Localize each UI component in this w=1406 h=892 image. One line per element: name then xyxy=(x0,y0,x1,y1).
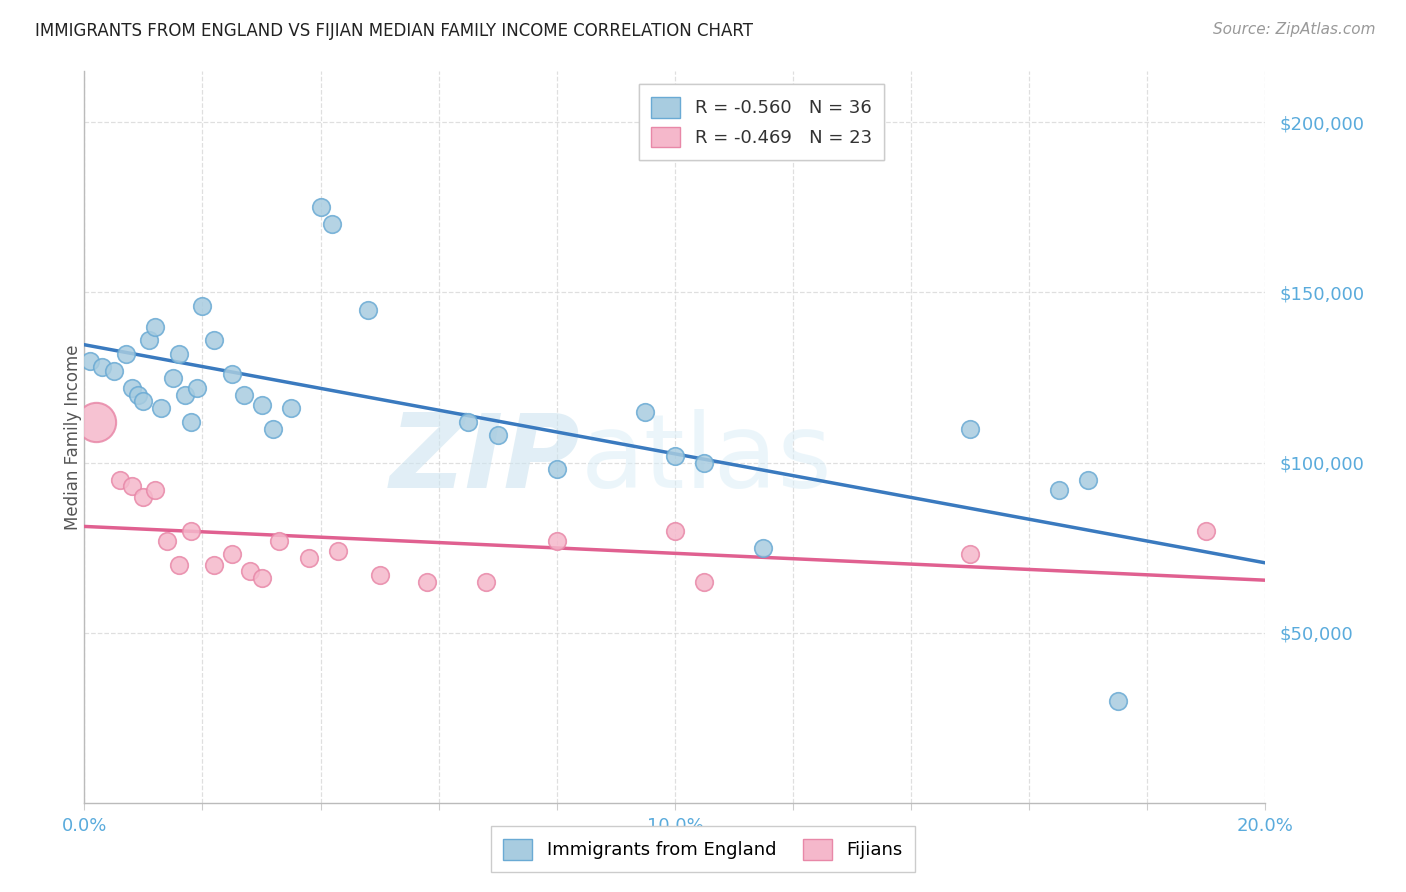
Point xyxy=(143,319,166,334)
Point xyxy=(127,387,149,401)
Point xyxy=(150,401,173,416)
Point xyxy=(664,449,686,463)
Point xyxy=(959,548,981,562)
Point xyxy=(103,364,125,378)
Text: Source: ZipAtlas.com: Source: ZipAtlas.com xyxy=(1212,22,1375,37)
Point xyxy=(664,524,686,538)
Point xyxy=(143,483,166,497)
Point xyxy=(186,381,208,395)
Point xyxy=(416,574,439,589)
Point xyxy=(108,473,131,487)
Point xyxy=(221,548,243,562)
Point xyxy=(232,387,254,401)
Point xyxy=(368,567,391,582)
Point xyxy=(221,367,243,381)
Point xyxy=(1107,694,1129,708)
Point xyxy=(167,347,190,361)
Point xyxy=(250,571,273,585)
Point xyxy=(162,370,184,384)
Point xyxy=(1047,483,1070,497)
Point xyxy=(121,479,143,493)
Point xyxy=(693,574,716,589)
Point xyxy=(1077,473,1099,487)
Point xyxy=(167,558,190,572)
Point xyxy=(79,353,101,368)
Point xyxy=(321,218,343,232)
Point xyxy=(309,201,332,215)
Text: ZIP: ZIP xyxy=(389,409,581,509)
Text: atlas: atlas xyxy=(581,409,832,509)
Point xyxy=(280,401,302,416)
Point xyxy=(202,333,225,347)
Point xyxy=(959,421,981,435)
Point xyxy=(475,574,498,589)
Point xyxy=(457,415,479,429)
Point xyxy=(91,360,114,375)
Point xyxy=(84,415,107,429)
Point xyxy=(269,533,291,548)
Point xyxy=(132,490,155,504)
Point xyxy=(191,299,214,313)
Point xyxy=(752,541,775,555)
Point xyxy=(486,428,509,442)
Point xyxy=(180,415,202,429)
Point xyxy=(634,404,657,418)
Point xyxy=(546,462,568,476)
Point xyxy=(262,421,284,435)
Point xyxy=(202,558,225,572)
Point xyxy=(1195,524,1218,538)
Point xyxy=(121,381,143,395)
Point xyxy=(328,544,350,558)
Point xyxy=(239,565,262,579)
Point xyxy=(546,533,568,548)
Point xyxy=(693,456,716,470)
Point xyxy=(250,398,273,412)
Text: IMMIGRANTS FROM ENGLAND VS FIJIAN MEDIAN FAMILY INCOME CORRELATION CHART: IMMIGRANTS FROM ENGLAND VS FIJIAN MEDIAN… xyxy=(35,22,754,40)
Point xyxy=(132,394,155,409)
Point xyxy=(180,524,202,538)
Legend: Immigrants from England, Fijians: Immigrants from England, Fijians xyxy=(491,826,915,872)
Legend: R = -0.560   N = 36, R = -0.469   N = 23: R = -0.560 N = 36, R = -0.469 N = 23 xyxy=(638,84,884,160)
Point xyxy=(357,302,380,317)
Point xyxy=(173,387,195,401)
Point xyxy=(156,533,179,548)
Point xyxy=(138,333,160,347)
Point xyxy=(298,550,321,565)
Point xyxy=(114,347,136,361)
Y-axis label: Median Family Income: Median Family Income xyxy=(65,344,82,530)
